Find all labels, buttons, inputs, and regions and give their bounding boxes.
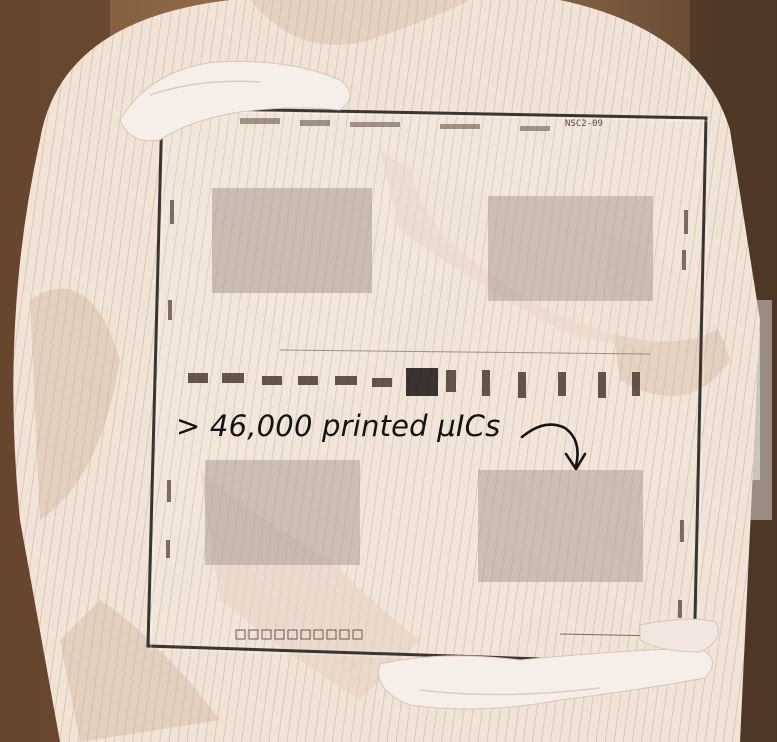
annotation-label: > 46,000 printed μICs <box>176 409 501 443</box>
device-block-bottom-left <box>205 460 360 565</box>
device-block-bottom-right <box>478 470 643 582</box>
test-structure-row <box>235 629 363 640</box>
top-left-glove <box>119 60 351 142</box>
die-row <box>188 368 640 398</box>
panel-edge-label: NSC2-09 <box>565 119 603 129</box>
curved-arrow-icon <box>520 423 587 471</box>
device-block-top-right <box>488 196 653 301</box>
device-block-top-left <box>212 188 372 293</box>
